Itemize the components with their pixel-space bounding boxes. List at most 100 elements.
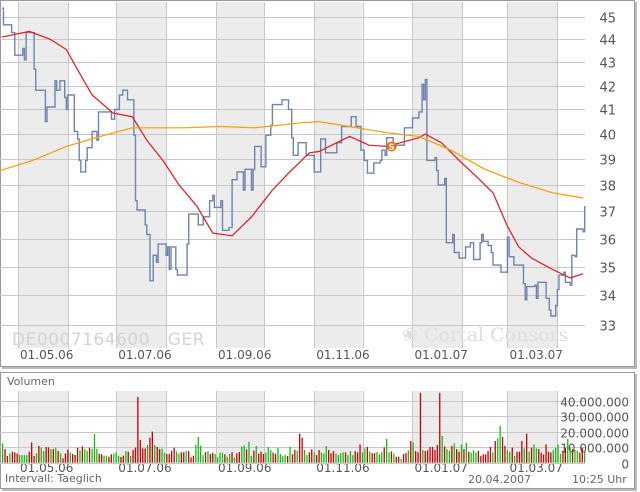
volume-bar <box>390 451 393 463</box>
volume-bar <box>151 431 153 463</box>
volume-bar <box>342 452 344 463</box>
volume-bar <box>190 457 192 463</box>
volume-bar <box>485 454 487 463</box>
volume-bar <box>183 452 185 463</box>
volume-axis-tick: 40.000.000 <box>560 396 629 410</box>
volume-bar <box>72 454 74 463</box>
volume-bar <box>393 453 395 463</box>
month-band <box>314 2 363 348</box>
volume-bar <box>209 454 211 463</box>
volume-bar <box>439 392 441 463</box>
volume-bar <box>419 392 422 463</box>
price-axis-tick: 34 <box>599 290 616 305</box>
volume-bar <box>337 455 339 463</box>
volume-bar <box>200 445 202 463</box>
volume-bar <box>299 433 301 463</box>
volume-bar <box>364 448 366 463</box>
volume-bar <box>562 451 564 463</box>
volume-bar <box>347 455 349 463</box>
volume-bar <box>431 447 434 463</box>
volume-bar <box>115 452 117 463</box>
volume-bar <box>453 443 455 463</box>
volume-bar <box>241 446 243 463</box>
date-axis-tick: 01.03.07 <box>509 348 562 362</box>
volume-bar <box>530 447 533 463</box>
volume-panel-title: Volumen <box>7 375 55 388</box>
volume-bar <box>289 446 291 463</box>
volume-bar <box>475 452 477 463</box>
volume-bar <box>383 447 385 463</box>
volume-bar <box>518 451 521 463</box>
volume-bar <box>487 451 489 463</box>
volume-bar <box>35 453 38 463</box>
volume-bar <box>402 454 405 463</box>
volume-bar <box>2 443 4 463</box>
volume-bar <box>192 455 195 463</box>
volume-bar <box>207 451 209 463</box>
volume-bar <box>472 450 475 463</box>
volume-bar <box>238 452 240 463</box>
volume-bar <box>93 434 96 463</box>
volume-bar <box>528 451 530 463</box>
as-of-time: 10:25 Uhr <box>572 473 627 486</box>
volume-bar <box>369 451 371 463</box>
volume-bar <box>23 455 25 463</box>
volume-bar <box>267 447 269 463</box>
volume-bar <box>98 453 100 463</box>
logo-text: Cortal Consors <box>423 324 569 346</box>
volume-bar <box>279 454 281 463</box>
volume-bar <box>366 447 368 463</box>
volume-bar <box>166 454 168 463</box>
date-axis-tick: 01.07.06 <box>118 348 171 362</box>
volume-bar <box>311 449 313 463</box>
volume-month-band <box>314 391 363 463</box>
volume-bar <box>229 454 231 463</box>
signal-marker-label: S <box>388 143 394 153</box>
volume-bar <box>248 441 250 463</box>
volume-bar <box>258 453 260 463</box>
volume-bar <box>110 454 112 463</box>
volume-bar <box>233 457 236 463</box>
date-axis-tick: 01.05.06 <box>20 348 73 362</box>
volume-bar <box>79 450 81 463</box>
volume-bar <box>139 440 141 463</box>
volume-date-axis-tick: 01.03.07 <box>509 461 562 475</box>
volume-bar <box>265 452 267 463</box>
volume-bar <box>306 455 308 463</box>
price-axis-tick: 42 <box>599 81 616 96</box>
volume-bar <box>458 451 460 463</box>
volume-bar <box>400 459 402 463</box>
volume-bar <box>282 456 284 463</box>
volume-bar <box>328 450 330 463</box>
volume-bar <box>407 450 409 463</box>
volume-bar <box>361 452 364 463</box>
volume-bar <box>274 453 277 463</box>
volume-month-band <box>18 391 68 463</box>
volume-bar <box>412 442 414 463</box>
volume-bar <box>214 454 216 463</box>
volume-bar <box>81 446 83 463</box>
volume-bar <box>60 453 62 463</box>
volume-bar <box>125 451 127 463</box>
volume-bar <box>16 453 18 463</box>
volume-bar <box>550 452 552 463</box>
volume-bar <box>318 450 320 463</box>
volume-bar <box>569 447 571 463</box>
price-axis-tick: 39 <box>599 154 616 169</box>
volume-bar <box>120 457 122 463</box>
volume-bar <box>434 450 436 463</box>
volume-bar <box>127 451 129 463</box>
price-panel: 45 44 43 42 41 40 39 38 37 36 35 34 33 01.05.06 01.07.… <box>0 0 637 369</box>
volume-bar <box>516 451 518 463</box>
volume-bar <box>325 446 327 463</box>
volume-bar <box>216 457 219 463</box>
volume-bar <box>555 447 557 463</box>
volume-panel: 01.05.06 01.07.06 01.09.06 01.11.06 01.01.07… <box>0 372 637 491</box>
volume-bar <box>270 450 272 463</box>
volume-bar <box>468 451 470 463</box>
volume-bar <box>180 452 182 463</box>
volume-bar <box>308 452 310 463</box>
month-band <box>412 2 463 348</box>
volume-axis-tick: 30.000.000 <box>560 411 629 425</box>
volume-bar <box>344 452 347 463</box>
